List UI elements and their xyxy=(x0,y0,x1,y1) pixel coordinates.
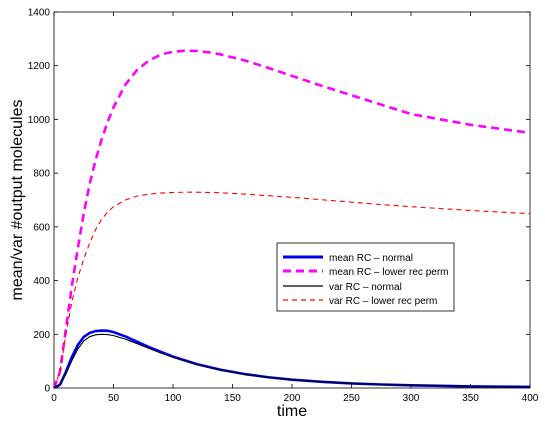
x-tick-label-1: 50 xyxy=(108,393,120,404)
y-tick-label-0: 0 xyxy=(44,384,50,395)
legend-label-3: var RC – lower rec perm xyxy=(329,296,437,307)
x-tick-label-2: 100 xyxy=(165,393,182,404)
x-tick-label-0: 0 xyxy=(51,393,57,404)
axis-ticks xyxy=(53,11,531,389)
x-tick-label-3: 150 xyxy=(224,393,241,404)
series-line-3 xyxy=(53,191,531,389)
y-tick-label-7: 1400 xyxy=(28,8,51,19)
series-layer xyxy=(52,49,531,390)
x-tick-label-8: 400 xyxy=(522,393,539,404)
legend-label-1: mean RC – lower rec perm xyxy=(329,267,448,278)
y-tick-label-4: 800 xyxy=(33,169,50,180)
y-tick-labels: 0 200 400 600 800 1000 1200 1400 xyxy=(28,8,51,395)
legend: mean RC – normal mean RC – lower rec per… xyxy=(276,242,455,312)
y-tick-label-6: 1200 xyxy=(28,61,51,72)
x-tick-label-5: 250 xyxy=(343,393,360,404)
series-line-1 xyxy=(52,49,531,389)
legend-label-2: var RC – normal xyxy=(329,282,402,293)
x-tick-labels: 0 50 100 150 200 250 300 350 400 xyxy=(51,393,539,404)
y-axis-label: mean/var #output molecules xyxy=(9,100,26,301)
legend-box xyxy=(276,242,455,312)
x-tick-label-4: 200 xyxy=(284,393,301,404)
y-tick-label-2: 400 xyxy=(33,276,50,287)
y-tick-label-1: 200 xyxy=(33,330,50,341)
y-tick-label-5: 1000 xyxy=(28,115,51,126)
x-tick-label-7: 350 xyxy=(462,393,479,404)
y-tick-label-3: 600 xyxy=(33,222,50,233)
x-axis-label: time xyxy=(277,403,307,420)
x-tick-label-6: 300 xyxy=(403,393,420,404)
legend-label-0: mean RC – normal xyxy=(329,253,413,264)
series-line-2 xyxy=(53,333,531,389)
